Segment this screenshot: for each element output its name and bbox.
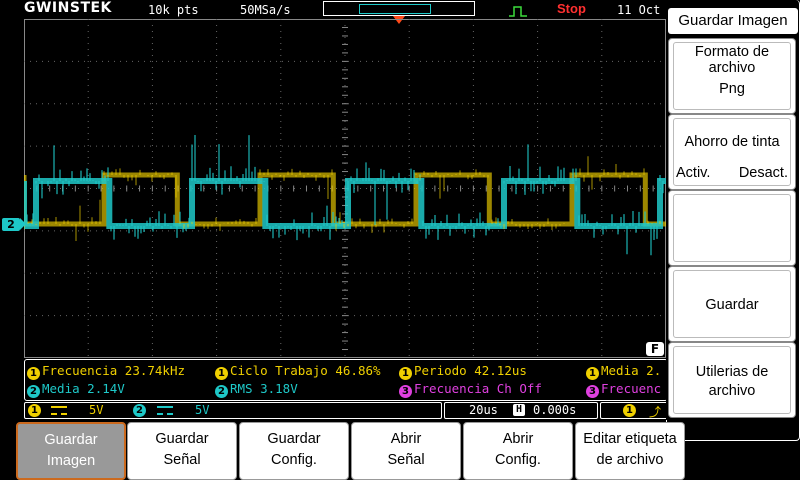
file-format-button[interactable]: Formato de archivo Png	[668, 38, 796, 114]
file-format-value: Png	[719, 81, 745, 97]
side-menu-title: Guardar Imagen	[668, 8, 798, 34]
open-setup-key[interactable]: Abrir Config.	[463, 422, 573, 480]
time-scale: 20us	[469, 403, 498, 417]
sample-rate: 50MSa/s	[240, 3, 291, 17]
channel-2-marker[interactable]: 2	[2, 218, 26, 231]
trigger-status: 1 ⤴	[600, 402, 668, 419]
time-position: 0.000s	[533, 403, 577, 417]
ch2-waveform	[24, 178, 666, 229]
waveform-display	[24, 19, 666, 358]
meas-ch1-period: 1 Periodo 42.12us	[399, 363, 527, 380]
save-button[interactable]: Guardar	[668, 266, 796, 342]
save-image-key[interactable]: Guardar Imagen	[16, 422, 126, 480]
measurement-panel: 1 Frecuencia 23.74kHz 1 Ciclo Trabajo 46.8…	[24, 359, 668, 401]
run-state: Stop	[557, 1, 586, 16]
meas-ch1-duty: 1 Ciclo Trabajo 46.86%	[215, 363, 381, 380]
ch2-noise	[24, 134, 664, 256]
ch1-noise	[24, 156, 665, 242]
ink-saver-label: Ahorro de tinta	[684, 134, 780, 150]
blank-side-button[interactable]	[668, 190, 796, 266]
trigger-edge-icon	[508, 3, 528, 22]
meas-ch3-frequency: 3 Frecuencia Ch Off	[399, 381, 542, 398]
meas-ch1-mean: 1 Media 2.	[586, 363, 661, 380]
meas-ch3-frequency-2: 3 Frecuenc	[586, 381, 661, 398]
ch2-scale: 5V	[195, 403, 210, 417]
timebase-status: 20us H 0.000s	[444, 402, 598, 419]
brand-logo: GWINSTEK	[24, 0, 112, 16]
side-menu: Guardar Imagen Formato de archivo Png Ah…	[666, 0, 798, 420]
save-waveform-key[interactable]: Guardar Señal	[127, 422, 237, 480]
meas-ch2-rms: 2 RMS 3.18V	[215, 381, 298, 398]
file-utilities-button[interactable]: Utilerias de archivo	[668, 342, 796, 418]
ch1-scale: 5V	[89, 403, 104, 417]
save-label: Guardar	[705, 297, 759, 313]
trigger-source-badge: 1	[623, 404, 636, 417]
meas-ch1-frequency: 1 Frecuencia 23.74kHz	[27, 363, 185, 380]
record-length: 10k pts	[148, 3, 199, 17]
open-waveform-key[interactable]: Abrir Señal	[351, 422, 461, 480]
ink-saver-off: Desact.	[738, 165, 788, 181]
channel-status-bar: 1 5V 2 5V	[24, 402, 442, 419]
file-format-label: Formato de archivo	[694, 44, 770, 76]
memory-bar	[323, 1, 475, 16]
date-display: 11 Oct	[617, 3, 661, 17]
edit-file-label-key[interactable]: Editar etiqueta de archivo	[575, 422, 685, 480]
status-bar: GWINSTEK 10k pts 50MSa/s Stop 11 Oct	[0, 0, 666, 18]
trigger-slope-icon: ⤴	[649, 405, 662, 419]
function-badge: F	[646, 342, 664, 356]
ch1-badge: 1	[28, 404, 41, 417]
ink-saver-button[interactable]: Ahorro de tinta Activ. Desact.	[668, 114, 796, 190]
save-setup-key[interactable]: Guardar Config.	[239, 422, 349, 480]
horizontal-icon: H	[513, 404, 525, 416]
ch2-coupling-icon	[157, 406, 173, 415]
meas-ch2-mean: 2 Media 2.14V	[27, 381, 125, 398]
ink-saver-on: Activ.	[676, 165, 711, 181]
ch2-badge: 2	[133, 404, 146, 417]
memory-window	[359, 4, 431, 14]
file-utilities-label: Utilerias de archivo	[695, 364, 769, 399]
ch1-coupling-icon	[51, 406, 67, 415]
